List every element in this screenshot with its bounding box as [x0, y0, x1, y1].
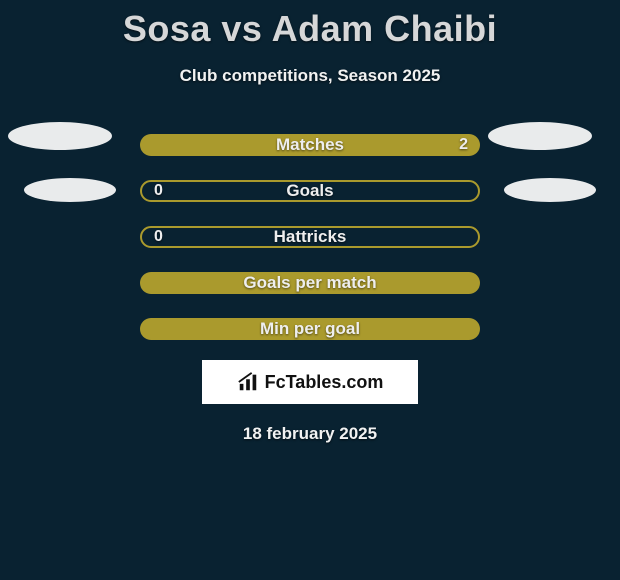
logo-box: FcTables.com	[202, 360, 418, 404]
stat-bar: Min per goal	[140, 318, 480, 340]
stat-row: Hattricks0	[0, 226, 620, 248]
date-line: 18 february 2025	[0, 424, 620, 444]
logo-text: FcTables.com	[265, 372, 384, 393]
stat-row: Matches2	[0, 134, 620, 156]
stat-label: Min per goal	[140, 318, 480, 340]
stat-rows: Matches2Goals0Hattricks0Goals per matchM…	[0, 134, 620, 340]
subtitle: Club competitions, Season 2025	[0, 66, 620, 86]
stat-row: Min per goal	[0, 318, 620, 340]
stat-label: Matches	[140, 134, 480, 156]
stat-row: Goals0	[0, 180, 620, 202]
stat-value-left: 0	[154, 226, 163, 248]
stat-value-right: 2	[459, 134, 468, 156]
stat-label: Hattricks	[142, 226, 478, 248]
stat-bar: Goals per match	[140, 272, 480, 294]
stat-bar: Matches2	[140, 134, 480, 156]
stat-row: Goals per match	[0, 272, 620, 294]
page-title: Sosa vs Adam Chaibi	[0, 0, 620, 50]
stat-value-left: 0	[154, 180, 163, 202]
stat-bar: Goals0	[140, 180, 480, 202]
chart-icon	[237, 371, 259, 393]
stat-bar: Hattricks0	[140, 226, 480, 248]
stat-label: Goals	[142, 180, 478, 202]
stat-label: Goals per match	[140, 272, 480, 294]
